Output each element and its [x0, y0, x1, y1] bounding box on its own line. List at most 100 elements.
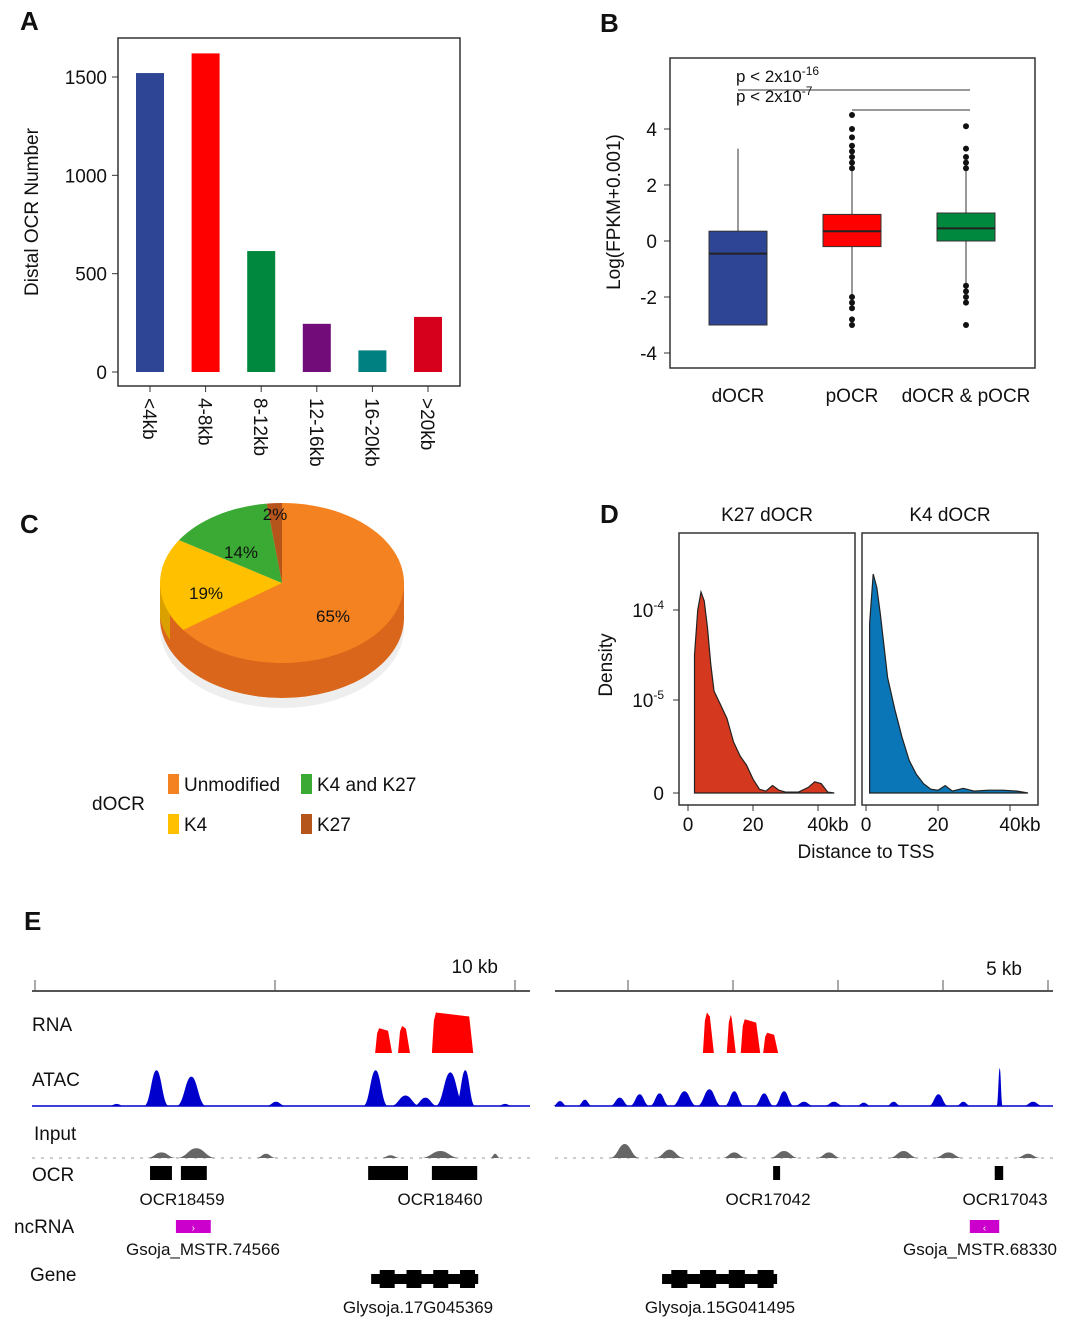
facet-frame [861, 532, 1039, 806]
p-value-exponent: -16 [802, 64, 820, 78]
gene-exon [379, 1270, 395, 1288]
legend-swatch [301, 774, 312, 794]
y-tick-label: 10-4 [632, 598, 664, 622]
gene-exon [700, 1270, 717, 1288]
gene-exon [728, 1270, 745, 1288]
outlier-point [963, 322, 969, 328]
x-tick-label: 0 [683, 815, 694, 836]
ocr-block [773, 1166, 781, 1180]
gene-exon [460, 1270, 475, 1288]
input-signal [256, 1153, 277, 1158]
y-tick-exponent: -4 [653, 598, 664, 612]
ncrna-label: Gsoja_MSTR.74566 [126, 1240, 280, 1259]
gene-exon [757, 1270, 774, 1288]
y-tick-label: 10-5 [632, 688, 664, 712]
track-label-input: Input [34, 1124, 77, 1145]
x-tick-label: 20 [742, 815, 763, 836]
ocr-label: OCR18459 [139, 1190, 224, 1209]
y-tick-base: 0 [653, 784, 664, 805]
atac-signal [629, 1094, 650, 1106]
outlier-point [963, 282, 969, 289]
y-axis-label: Distal OCR Number [22, 127, 43, 296]
atac-signal [435, 1072, 466, 1106]
x-tick-label: pOCR [826, 386, 879, 407]
atac-signal [1023, 1101, 1044, 1106]
input-signal [1015, 1153, 1041, 1158]
panel-label-c: C [20, 509, 39, 539]
bar-12-16kb [302, 323, 331, 372]
input-signal [769, 1151, 800, 1158]
atac-signal [955, 1101, 971, 1106]
y-tick-label: -2 [640, 288, 657, 309]
y-tick-base: 10 [632, 601, 653, 622]
p-value-label: p < 2x10-16 [736, 64, 819, 86]
track-label-atac: ATAC [32, 1070, 80, 1091]
p-value-text: p < 2x10 [736, 67, 802, 86]
ocr-block [368, 1166, 408, 1180]
atac-signal [696, 1089, 722, 1106]
input-signal [654, 1149, 685, 1158]
p-value-exponent: -7 [802, 84, 813, 98]
atac-signal [856, 1102, 872, 1106]
outlier-point [849, 148, 855, 155]
x-tick-label: 12-16kb [305, 398, 326, 467]
atac-signal [412, 1097, 438, 1106]
atac-signal [794, 1101, 814, 1106]
panel-b-box-plot: Log(FPKM+0.001) -4 -2 0 2 4 dOCR pOCR dOCR & pO… [604, 57, 1036, 407]
ocr-block [431, 1166, 478, 1180]
scale-label: 10 kb [452, 957, 498, 978]
x-tick-label: 40kb [807, 815, 848, 836]
atac-signal [672, 1091, 697, 1106]
rna-signal [375, 1028, 393, 1053]
atac-signal [774, 1091, 795, 1106]
atac-signal [266, 1101, 286, 1106]
track-label-ncrna: ncRNA [14, 1217, 75, 1238]
bar-16-20kb [358, 350, 387, 372]
y-tick-label: 0 [646, 232, 657, 253]
legend-label: K4 [184, 815, 208, 836]
atac-signal [176, 1076, 207, 1106]
rna-signal [740, 1019, 761, 1053]
rna-signal [431, 1012, 474, 1053]
x-tick-label: 40kb [999, 815, 1040, 836]
rna-signal [763, 1032, 779, 1053]
scale-label: 5 kb [986, 959, 1022, 980]
slice-percent-label: 19% [189, 584, 223, 603]
panel-a-bar-chart: Distal OCR Number 0 500 1000 1500 <4kb 4-8kb 8… [22, 37, 461, 467]
outlier-point [849, 322, 855, 328]
ocr-block [180, 1166, 207, 1180]
atac-signal [577, 1099, 593, 1106]
atac-signal [144, 1070, 169, 1106]
panel-label-d: D [600, 499, 619, 529]
y-axis-label: Density [596, 633, 617, 697]
outlier-point [963, 288, 969, 295]
gene-exon [406, 1270, 422, 1288]
input-signal [609, 1144, 640, 1158]
atac-signal [754, 1093, 775, 1106]
input-signal [490, 1153, 501, 1158]
x-tick-label: 4-8kb [194, 398, 215, 446]
facet-title: K4 dOCR [909, 505, 990, 526]
strand-arrow-icon: › [192, 1223, 195, 1234]
atac-signal [552, 1100, 568, 1106]
input-signal [888, 1151, 919, 1158]
outlier-point [849, 134, 855, 141]
gene-label: Glysoja.15G041495 [645, 1298, 795, 1317]
bar->20kb [414, 316, 442, 372]
outlier-point [963, 159, 969, 166]
outlier-point [849, 112, 855, 118]
input-signal [933, 1152, 964, 1158]
x-axis-label: Distance to TSS [798, 842, 935, 863]
outlier-point [849, 294, 855, 300]
panel-e-genome-browser: 10 kb 5 kb RNA ATAC Input OCR ncRNA Gene OCR1845… [14, 957, 1057, 1317]
outlier-point [849, 316, 855, 323]
y-tick-exponent: -5 [653, 688, 664, 702]
y-tick-label: 4 [646, 120, 657, 141]
x-tick-label: 0 [861, 815, 872, 836]
atac-signal [928, 1094, 949, 1106]
atac-signal [390, 1095, 421, 1106]
atac-signal [109, 1103, 125, 1106]
y-tick-label: -4 [640, 344, 657, 365]
x-tick-label: dOCR [712, 386, 765, 407]
